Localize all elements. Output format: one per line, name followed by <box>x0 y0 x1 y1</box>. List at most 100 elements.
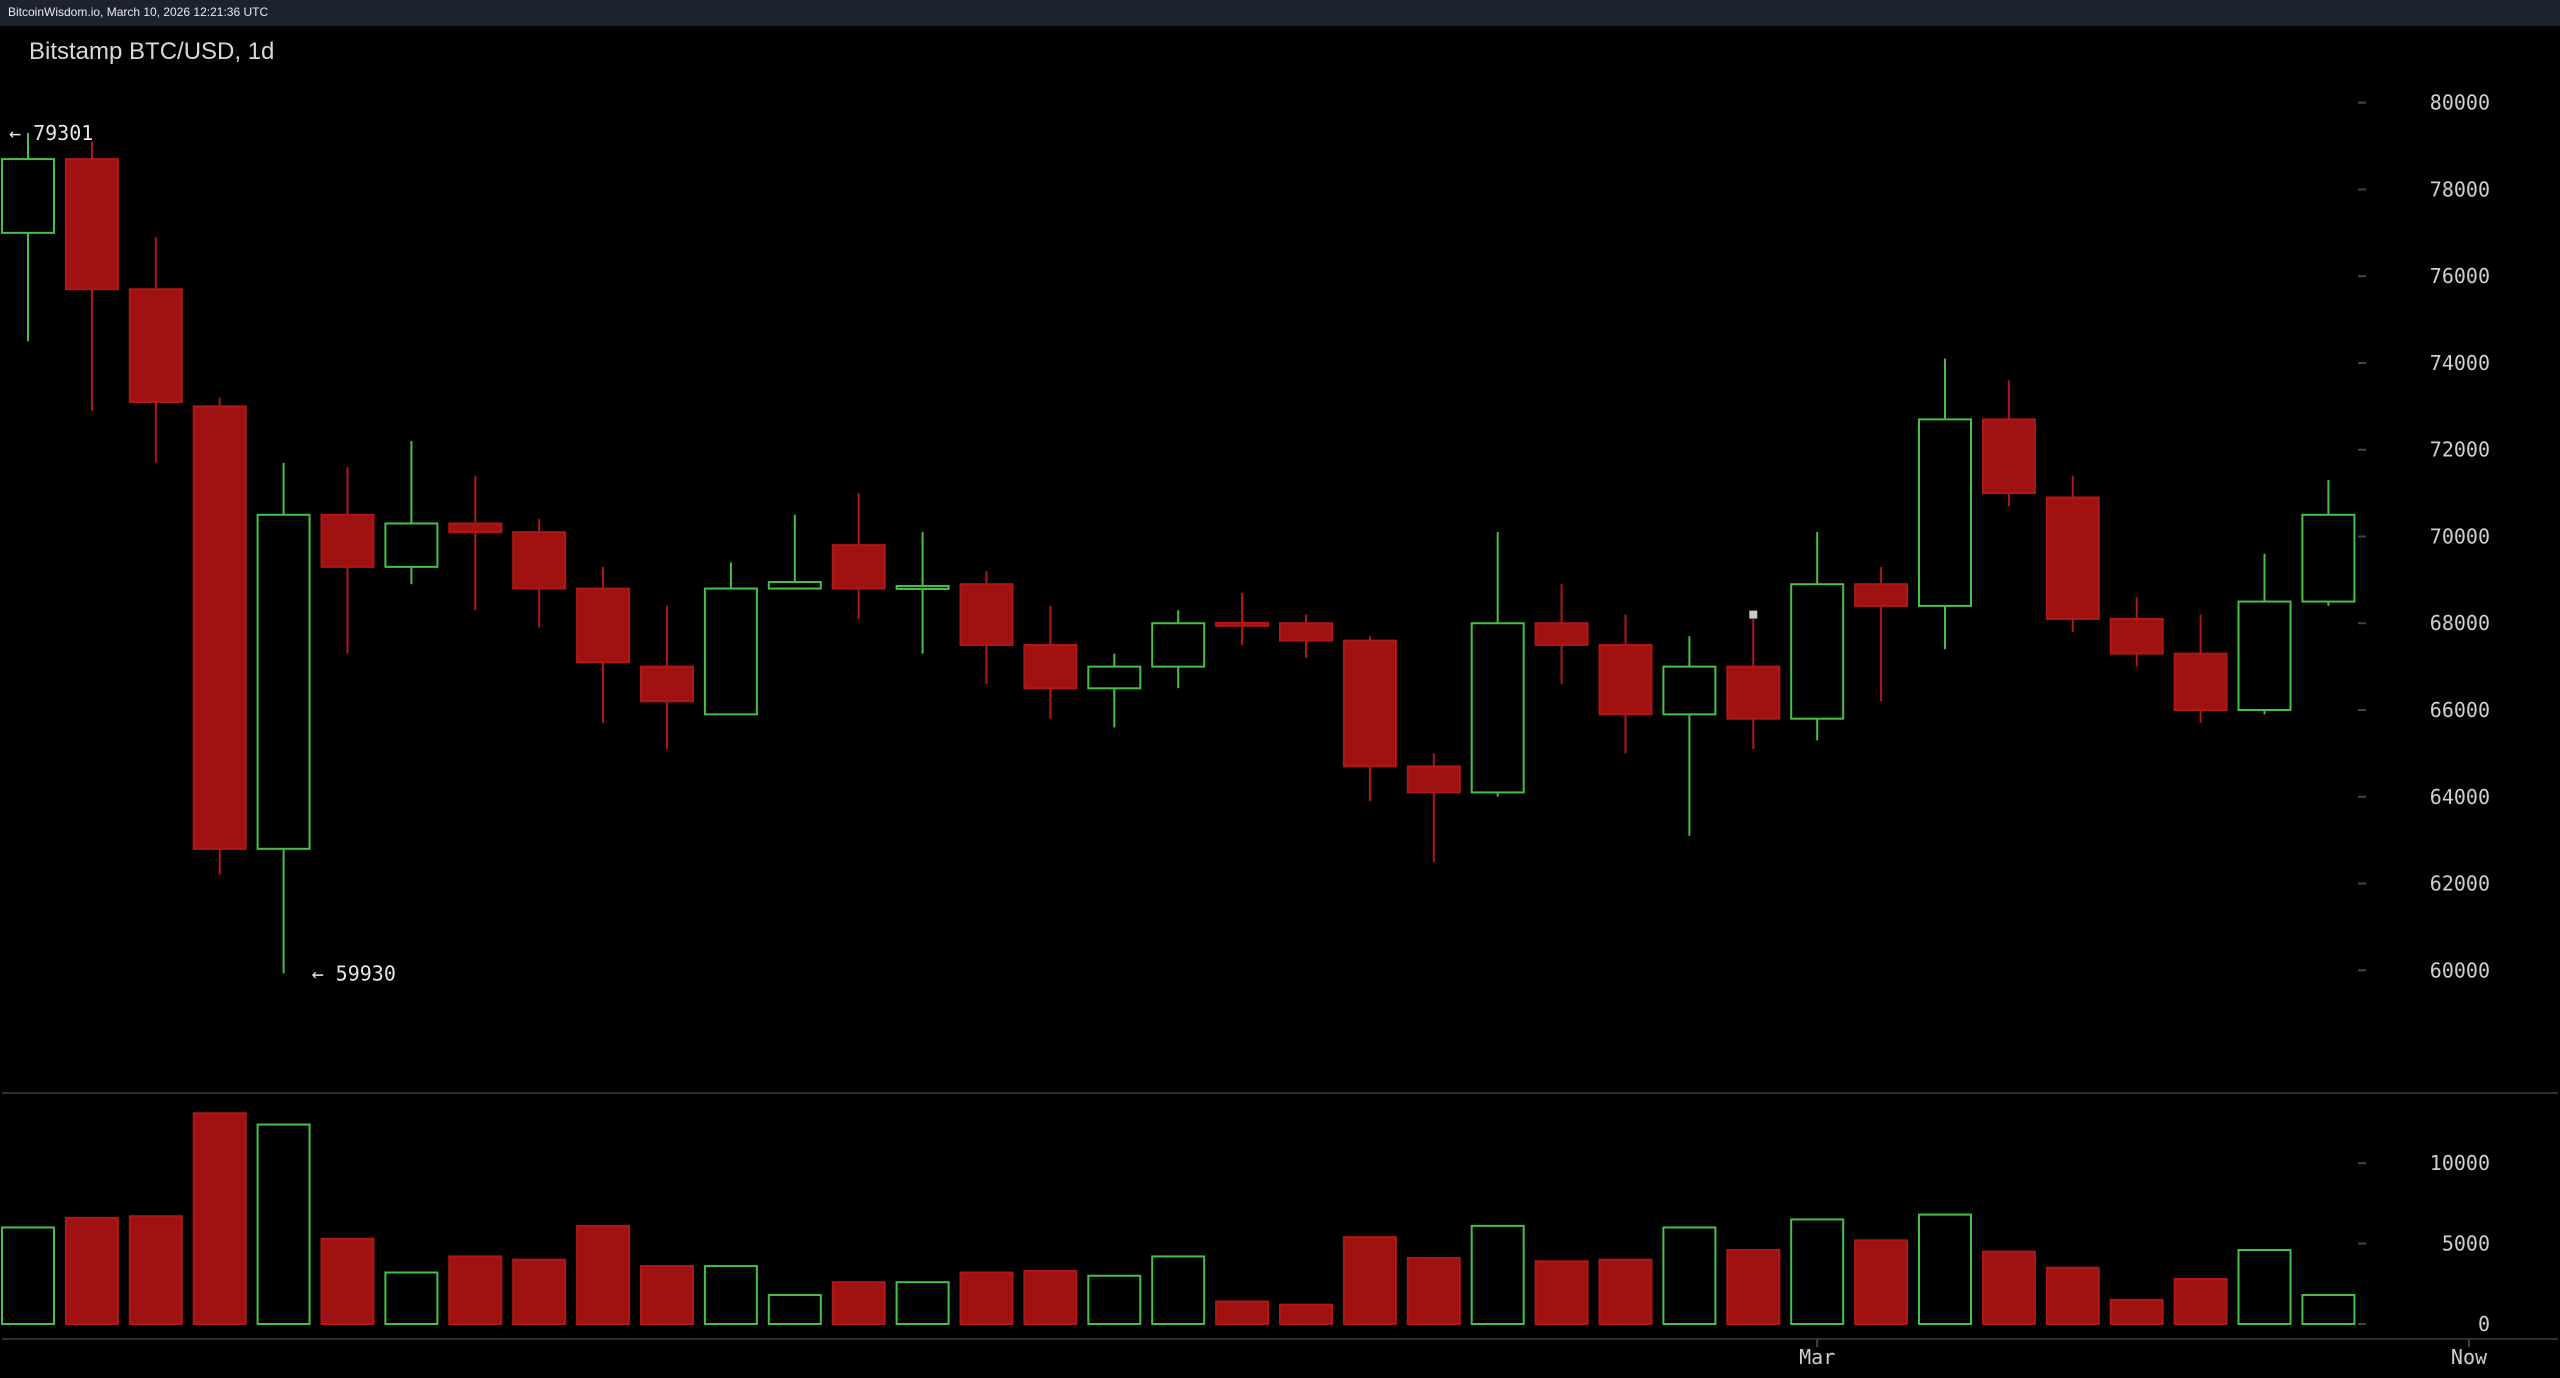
candle <box>192 397 247 875</box>
candle <box>1151 610 1206 689</box>
candle <box>1981 380 2036 507</box>
candle-body <box>1 158 55 234</box>
price-tick-label: 64000 <box>2430 785 2490 809</box>
volume-bar <box>1215 1300 1270 1326</box>
candle <box>2173 614 2228 724</box>
candle <box>1598 614 1653 754</box>
volume-bar <box>192 1112 247 1325</box>
candlestick-chart: Bitstamp BTC/USD, 1d 80000 78000 76000 7400… <box>0 26 2560 1378</box>
candle <box>2301 480 2356 606</box>
top-status-bar: BitcoinWisdom.io, March 10, 2026 12:21:3… <box>0 0 2560 26</box>
candle <box>1279 614 1333 658</box>
high-price-label: ← 79301 <box>9 121 93 145</box>
candle <box>1 133 55 342</box>
price-tick-label: 68000 <box>2430 611 2490 635</box>
candle <box>448 475 503 611</box>
candle-body <box>576 587 631 664</box>
price-tick-label: 78000 <box>2430 177 2490 201</box>
candle <box>1215 592 1270 645</box>
volume-axis: 10000 5000 0 <box>2358 1151 2490 1336</box>
volume-bar <box>1854 1239 1909 1325</box>
chart-title: Bitstamp BTC/USD, 1d <box>29 38 274 65</box>
candle <box>831 493 886 619</box>
candle-body <box>1023 643 1078 690</box>
candle-body <box>895 584 950 590</box>
volume-bar <box>576 1224 631 1325</box>
candle <box>895 532 950 654</box>
volume-bar <box>1 1226 55 1326</box>
volume-bar <box>1342 1236 1397 1326</box>
candle-body <box>256 513 311 850</box>
candle <box>2045 475 2100 632</box>
volume-bar <box>703 1265 758 1325</box>
candle-body <box>640 665 694 703</box>
volume-bar <box>1790 1218 1845 1326</box>
price-tick-label: 66000 <box>2430 698 2490 722</box>
candle-body <box>1918 418 1972 607</box>
volume-bar <box>1598 1258 1653 1326</box>
candle-body <box>64 158 119 291</box>
volume-bar <box>2237 1249 2292 1325</box>
price-tick-label: 72000 <box>2430 438 2490 462</box>
volume-bar <box>1726 1249 1781 1325</box>
price-tick-label: 62000 <box>2430 872 2490 896</box>
candle <box>256 462 311 974</box>
candle <box>703 562 758 716</box>
volume-bar <box>1023 1269 1078 1326</box>
candle <box>959 571 1014 684</box>
candle <box>1470 532 1525 797</box>
volume-bar <box>2173 1277 2228 1326</box>
volume-bar <box>767 1294 822 1325</box>
candle <box>576 566 631 724</box>
candle <box>1662 636 1717 836</box>
candle <box>1918 358 1972 650</box>
price-tick-label: 70000 <box>2430 524 2490 548</box>
candle-body <box>2301 513 2356 603</box>
candle-body <box>1470 622 1525 794</box>
low-price-label: ← 59930 <box>312 961 396 985</box>
price-tick-label: 76000 <box>2430 264 2490 288</box>
candle <box>1534 584 1589 684</box>
event-marker <box>1749 610 1758 619</box>
candle-body <box>2045 496 2100 620</box>
time-tick-label: Mar <box>1799 1345 1835 1369</box>
candle-body <box>2237 600 2292 712</box>
volume-bar <box>640 1265 694 1325</box>
candle <box>2237 553 2292 715</box>
annotations-group: ← 79301 ← 59930 <box>9 121 396 985</box>
candle <box>1406 753 1461 862</box>
candles-group <box>1 133 2356 974</box>
header-timestamp: BitcoinWisdom.io, March 10, 2026 12:21:3… <box>8 5 269 19</box>
candle-body <box>1662 665 1717 716</box>
candle <box>512 519 567 628</box>
chart-background <box>0 26 2560 1378</box>
candle-body <box>1406 765 1461 794</box>
volume-bar <box>831 1281 886 1326</box>
candle-body <box>1598 643 1653 716</box>
volume-bars-group <box>1 1112 2356 1326</box>
volume-bar <box>1470 1224 1525 1325</box>
volume-tick-label: 5000 <box>2442 1232 2490 1256</box>
volume-bar <box>1981 1250 2036 1325</box>
volume-bar <box>128 1215 183 1326</box>
candle <box>1726 618 1781 750</box>
volume-bar <box>1087 1274 1142 1326</box>
candle <box>640 605 694 750</box>
volume-bar <box>1534 1260 1589 1325</box>
candle-body <box>448 522 503 534</box>
candle <box>64 141 119 411</box>
candle <box>1023 605 1078 719</box>
price-tick-label: 80000 <box>2430 91 2490 115</box>
candle <box>1087 653 1142 728</box>
candle-body <box>512 531 567 590</box>
volume-bar <box>2045 1266 2100 1326</box>
price-tick-label: 74000 <box>2430 351 2490 375</box>
candle <box>1854 566 1909 702</box>
candle <box>1342 636 1397 802</box>
volume-bar <box>320 1237 375 1326</box>
candle <box>128 237 183 463</box>
volume-bar <box>256 1123 311 1325</box>
candle <box>320 467 375 654</box>
candle-body <box>1342 639 1397 768</box>
candle-body <box>1534 622 1589 646</box>
